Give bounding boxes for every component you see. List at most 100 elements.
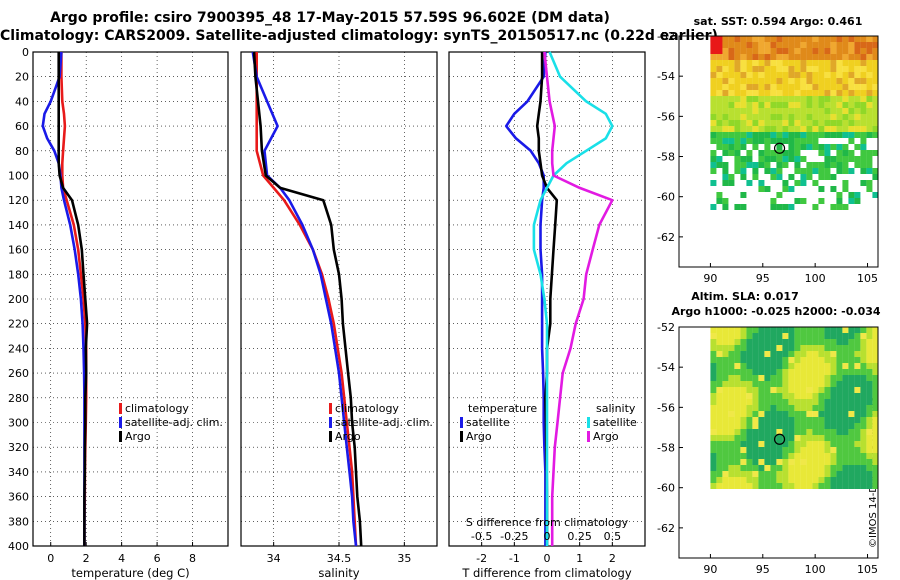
map-cell <box>752 102 759 108</box>
map-cell <box>854 198 861 204</box>
map-cell <box>830 393 837 399</box>
map-cell <box>782 66 789 72</box>
map-cell <box>854 417 861 423</box>
map-cell <box>776 417 783 423</box>
map-cell <box>782 150 789 156</box>
map-cell <box>842 459 849 465</box>
map-cell <box>854 66 861 72</box>
map-cell <box>806 60 813 66</box>
map-cell <box>788 204 795 210</box>
map-cell <box>794 447 801 453</box>
map-cell <box>716 459 723 465</box>
map-cell <box>740 477 747 483</box>
map-cell <box>854 162 861 168</box>
map-cell <box>830 132 837 138</box>
map-cell <box>758 387 765 393</box>
map-cell <box>794 42 801 48</box>
map-cell <box>854 435 861 441</box>
map-cell <box>764 477 771 483</box>
map-cell <box>710 102 717 108</box>
map-cell <box>812 180 819 186</box>
map-cell <box>812 441 819 447</box>
map-cell <box>770 357 777 363</box>
map-cell <box>788 90 795 96</box>
map-cell <box>788 399 795 405</box>
map-cell <box>776 363 783 369</box>
map-cell <box>836 393 843 399</box>
map-cell <box>776 60 783 66</box>
map-cell <box>800 96 807 102</box>
map-cell <box>830 339 837 345</box>
map-cell <box>740 144 747 150</box>
map-cell <box>824 453 831 459</box>
map-cell <box>710 132 717 138</box>
map-cell <box>752 441 759 447</box>
legend-label: satellite-adj. clim. <box>125 416 223 429</box>
map-cell <box>734 357 741 363</box>
map-cell <box>800 72 807 78</box>
map-cell <box>806 447 813 453</box>
map-cell <box>872 333 879 339</box>
map-cell <box>824 393 831 399</box>
map-cell <box>830 447 837 453</box>
map-cell <box>836 435 843 441</box>
map-cell <box>728 132 735 138</box>
map-cell <box>794 429 801 435</box>
map-cell <box>752 471 759 477</box>
map-cell <box>794 48 801 54</box>
map-cell <box>728 60 735 66</box>
legend-title-temperature: temperature <box>468 402 537 415</box>
map-cell <box>842 168 849 174</box>
map-cell <box>812 483 819 489</box>
map-cell <box>830 48 837 54</box>
map-cell <box>866 441 873 447</box>
map-cell <box>866 60 873 66</box>
map-cell <box>860 96 867 102</box>
map-cell <box>722 459 729 465</box>
map-cell <box>830 66 837 72</box>
map-cell <box>734 48 741 54</box>
map-cell <box>812 459 819 465</box>
map-cell <box>722 36 729 42</box>
map-cell <box>740 90 747 96</box>
map-cell <box>788 381 795 387</box>
map-cell <box>866 363 873 369</box>
map-cell <box>836 150 843 156</box>
map-cell <box>836 417 843 423</box>
map-cell <box>806 132 813 138</box>
map-cell <box>758 102 765 108</box>
series-line-argo <box>57 52 89 546</box>
map-cell <box>740 453 747 459</box>
map-cell <box>728 150 735 156</box>
map-cell <box>794 108 801 114</box>
map-cell <box>842 90 849 96</box>
map-cell <box>818 399 825 405</box>
map-cell <box>830 174 837 180</box>
map-cell <box>764 120 771 126</box>
map-cell <box>866 477 873 483</box>
map-cell <box>818 423 825 429</box>
map-cell <box>854 339 861 345</box>
map-cell <box>776 447 783 453</box>
series-line-salinity-satellite <box>532 51 614 546</box>
map-cell <box>812 162 819 168</box>
map-cell <box>872 174 879 180</box>
map-cell <box>776 204 783 210</box>
map-cell <box>728 429 735 435</box>
map-cell <box>836 423 843 429</box>
map-cell <box>812 477 819 483</box>
map-cell <box>812 447 819 453</box>
series-line-salinity-argo <box>543 51 614 546</box>
map-cell <box>740 369 747 375</box>
map-cell <box>758 447 765 453</box>
map-cell <box>836 198 843 204</box>
map-cell <box>818 84 825 90</box>
map-cell <box>818 108 825 114</box>
map-cell <box>800 429 807 435</box>
map-cell <box>710 138 717 144</box>
map-cell <box>854 477 861 483</box>
map-cell <box>740 381 747 387</box>
map-cell <box>716 387 723 393</box>
map-cell <box>764 48 771 54</box>
map-cell <box>710 471 717 477</box>
